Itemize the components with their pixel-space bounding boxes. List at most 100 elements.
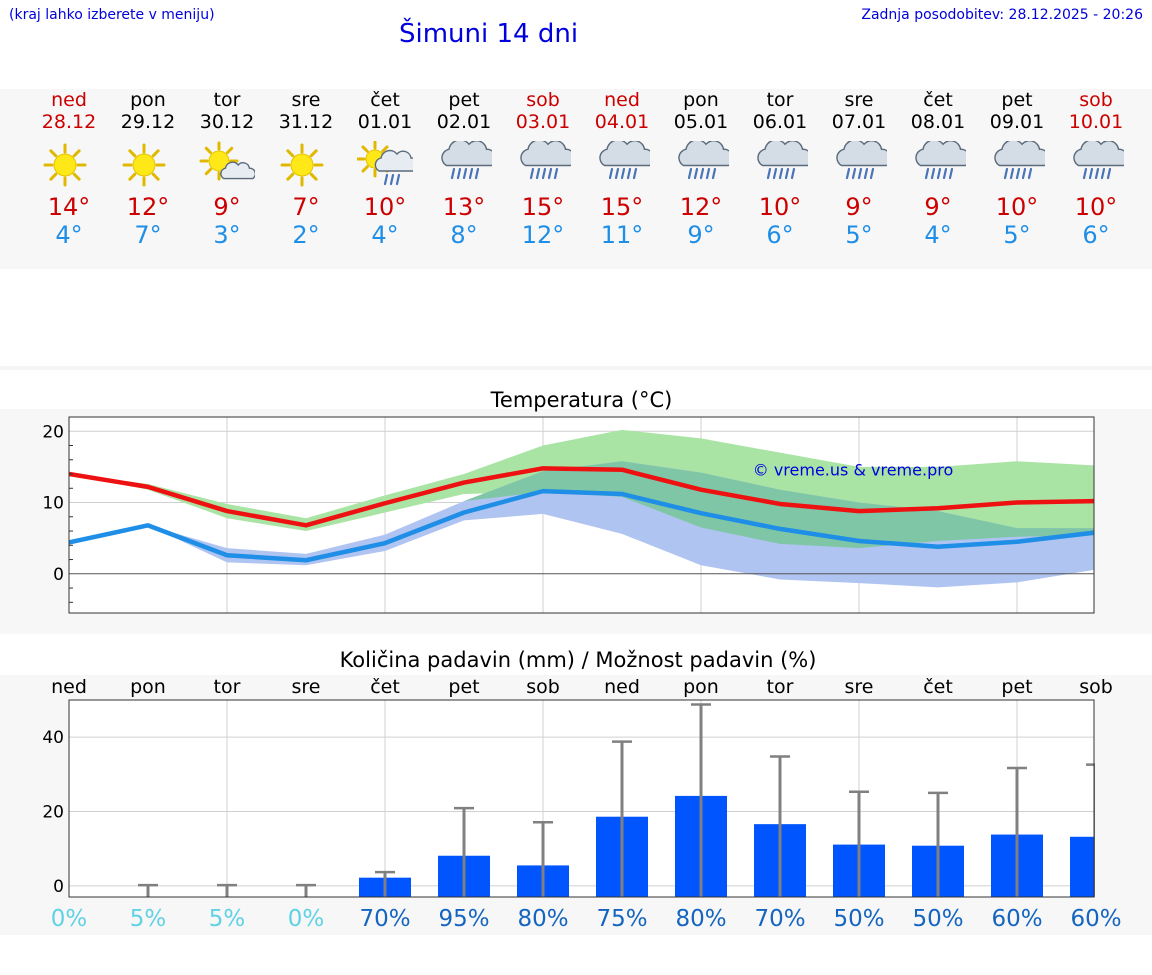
x-category-label: sre [845,676,874,698]
x-category-label: pet [1001,676,1032,698]
temp-min: 6° [766,221,794,249]
forecast-day: sre 07.01 9° 5° [819,89,899,249]
precip-probability: 0% [51,906,88,932]
y-tick-label: 0 [53,877,64,897]
day-name: tor [213,89,241,111]
forecast-day: tor 30.12 9° 3° [187,89,267,249]
sun-icon [43,143,87,187]
precip-probability: 5% [209,906,246,932]
forecast-day: pon 29.12 12° 7° [108,89,188,249]
day-date: 05.01 [673,111,729,133]
temp-min: 11° [600,221,644,249]
day-date: 10.01 [1068,111,1124,133]
x-category-label: sre [292,676,321,698]
day-name: sre [291,89,321,111]
x-category-label: sob [1079,676,1113,698]
day-date: 01.01 [357,111,413,133]
plot-frame [68,699,1095,898]
section-divider [0,366,1152,370]
x-category-label: čet [370,676,400,698]
rain-cloud-icon [1073,141,1124,180]
day-date: 04.01 [594,111,650,133]
location-hint[interactable]: (kraj lahko izberete v meniju) [9,7,215,23]
precip-probability: 80% [517,906,568,932]
chart-title: Količina padavin (mm) / Možnost padavin … [340,648,817,672]
day-name: pet [1001,89,1033,111]
precip-probability: 75% [596,906,647,932]
y-tick-label: 40 [42,728,64,748]
precip-probability: 60% [1070,906,1121,932]
forecast-day: ned 28.12 14° 4° [29,89,109,249]
precip-probability: 80% [675,906,726,932]
x-category-label: pon [130,676,166,698]
precip-probability: 70% [754,906,805,932]
rain-cloud-icon [441,141,492,180]
precip-probability: 95% [438,906,489,932]
min-temp-line [69,488,1094,563]
rain-cloud-icon [599,141,650,180]
forecast-day: pon 05.01 12° 9° [661,89,741,249]
temp-min: 4° [371,221,399,249]
x-category-label: tor [214,676,241,698]
day-name: pon [683,89,719,111]
plot-frame [68,416,1095,614]
temp-min: 8° [450,221,478,249]
daily-forecast-strip: ned 28.12 14° 4° pon 29.12 12° 7° tor 30.12 9° 3° sr… [0,89,1152,269]
precip-probability: 60% [991,906,1042,932]
forecast-day: čet 08.01 9° 4° [898,89,978,249]
forecast-day: čet 01.01 10° 4° [345,89,425,249]
temp-max: 12° [126,193,170,221]
day-name: pon [130,89,166,111]
temp-max: 12° [679,193,723,221]
temp-max: 10° [363,193,407,221]
day-name: ned [51,89,87,111]
forecast-day: ned 04.01 15° 11° [582,89,662,249]
sun-icon [280,143,324,187]
x-category-label: pet [448,676,479,698]
temp-max: 9° [845,193,873,221]
temp-min: 3° [213,221,241,249]
day-date: 07.01 [831,111,887,133]
temp-max: 7° [292,193,320,221]
temp-min: 9° [687,221,715,249]
day-name: sob [1079,89,1113,111]
last-updated: Zadnja posodobitev: 28.12.2025 - 20:26 [861,7,1143,23]
precip-probability: 70% [359,906,410,932]
overlap-band [69,461,1094,554]
temp-max: 9° [924,193,952,221]
forecast-day: pet 09.01 10° 5° [977,89,1057,249]
precip-probability: 5% [130,906,167,932]
day-name: čet [923,89,953,111]
temp-max: 14° [47,193,91,221]
forecast-day: sob 10.01 10° 6° [1056,89,1136,249]
day-date: 28.12 [41,111,97,133]
day-date: 29.12 [120,111,176,133]
precip-probability: 50% [833,906,884,932]
day-name: ned [604,89,640,111]
temp-max: 15° [600,193,644,221]
x-category-label: ned [51,676,87,698]
temp-min: 7° [134,221,162,249]
day-name: sob [526,89,560,111]
temp-max: 10° [995,193,1039,221]
rain-cloud-icon [757,141,808,180]
day-name: čet [370,89,400,111]
temp-max: 9° [213,193,241,221]
y-tick-label: 10 [42,494,64,514]
page-title: Šimuni 14 dni [399,19,579,49]
temp-min: 2° [292,221,320,249]
temp-max: 10° [758,193,802,221]
day-date: 31.12 [278,111,334,133]
day-date: 09.01 [989,111,1045,133]
temp-min: 4° [55,221,83,249]
temp-min: 5° [845,221,873,249]
rain-cloud-icon [520,141,571,180]
rain-cloud-icon [836,141,887,180]
x-category-label: pon [683,676,719,698]
watermark: © vreme.us & vreme.pro [753,460,954,479]
rain-cloud-icon [994,141,1045,180]
day-date: 30.12 [199,111,255,133]
precip-probability: 50% [912,906,963,932]
temp-min: 6° [1082,221,1110,249]
sun-icon [122,143,166,187]
